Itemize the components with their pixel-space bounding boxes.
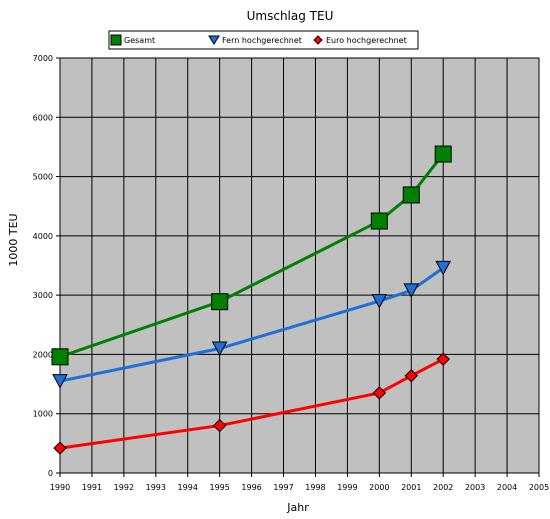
x-tick-label: 1994 xyxy=(178,483,198,492)
x-tick-label: 2002 xyxy=(433,483,453,492)
series-2 xyxy=(52,260,452,389)
x-tick-label: 2004 xyxy=(497,483,517,492)
x-tick-label: 1993 xyxy=(146,483,166,492)
data-point xyxy=(404,369,418,383)
legend-label: Euro hochgerechnet xyxy=(326,36,407,45)
series-1 xyxy=(51,145,452,366)
data-point xyxy=(211,293,229,311)
x-tick-label: 1995 xyxy=(209,483,229,492)
legend-label: Gesamt xyxy=(124,36,155,45)
data-point xyxy=(436,352,450,366)
legend-label: Fern hochgerechnet xyxy=(222,36,302,45)
y-tick-label: 0 xyxy=(48,469,53,478)
x-tick-label: 1996 xyxy=(241,483,261,492)
y-tick-label: 3000 xyxy=(33,291,53,300)
data-point xyxy=(372,386,387,400)
legend-item: Gesamt xyxy=(110,34,155,46)
data-point xyxy=(402,186,420,204)
x-tick-label: 1992 xyxy=(114,483,134,492)
y-tick-label: 4000 xyxy=(33,232,53,241)
x-tick-label: 2001 xyxy=(401,483,421,492)
x-tick-label: 1991 xyxy=(82,483,102,492)
data-point xyxy=(371,294,388,309)
x-axis-label: Jahr xyxy=(286,501,309,514)
y-tick-label: 2000 xyxy=(33,350,53,359)
x-tick-label: 1999 xyxy=(337,483,357,492)
x-tick-label: 1998 xyxy=(305,483,325,492)
x-tick-label: 1997 xyxy=(273,483,293,492)
x-tick-label: 2005 xyxy=(529,483,549,492)
x-tick-label: 1990 xyxy=(50,483,70,492)
x-tick-label: 2000 xyxy=(369,483,389,492)
data-point xyxy=(435,260,452,276)
y-tick-label: 6000 xyxy=(33,113,53,122)
y-tick-label: 7000 xyxy=(33,54,53,63)
data-point xyxy=(53,441,67,455)
data-point xyxy=(212,418,227,433)
series-3 xyxy=(53,352,450,455)
y-tick-label: 5000 xyxy=(33,173,53,182)
legend-box xyxy=(108,30,419,50)
legend-item: Fern hochgerechnet xyxy=(208,35,302,45)
data-point xyxy=(211,341,228,357)
legend-marker xyxy=(313,35,323,45)
data-point xyxy=(403,283,420,298)
data-point xyxy=(434,145,452,163)
legend-marker xyxy=(110,34,122,46)
data-point xyxy=(52,374,68,389)
y-axis-label: 1000 TEU xyxy=(7,213,20,266)
legend: Gesamt Fern hochgerechnet Euro hochgerechn… xyxy=(108,30,419,50)
chart-title: Umschlag TEU xyxy=(247,9,334,23)
data-point xyxy=(370,212,388,230)
y-tick-label: 1000 xyxy=(33,410,53,419)
legend-item: Euro hochgerechnet xyxy=(313,35,407,45)
data-point xyxy=(51,348,69,366)
legend-marker xyxy=(208,35,220,45)
x-tick-label: 2003 xyxy=(465,483,485,492)
